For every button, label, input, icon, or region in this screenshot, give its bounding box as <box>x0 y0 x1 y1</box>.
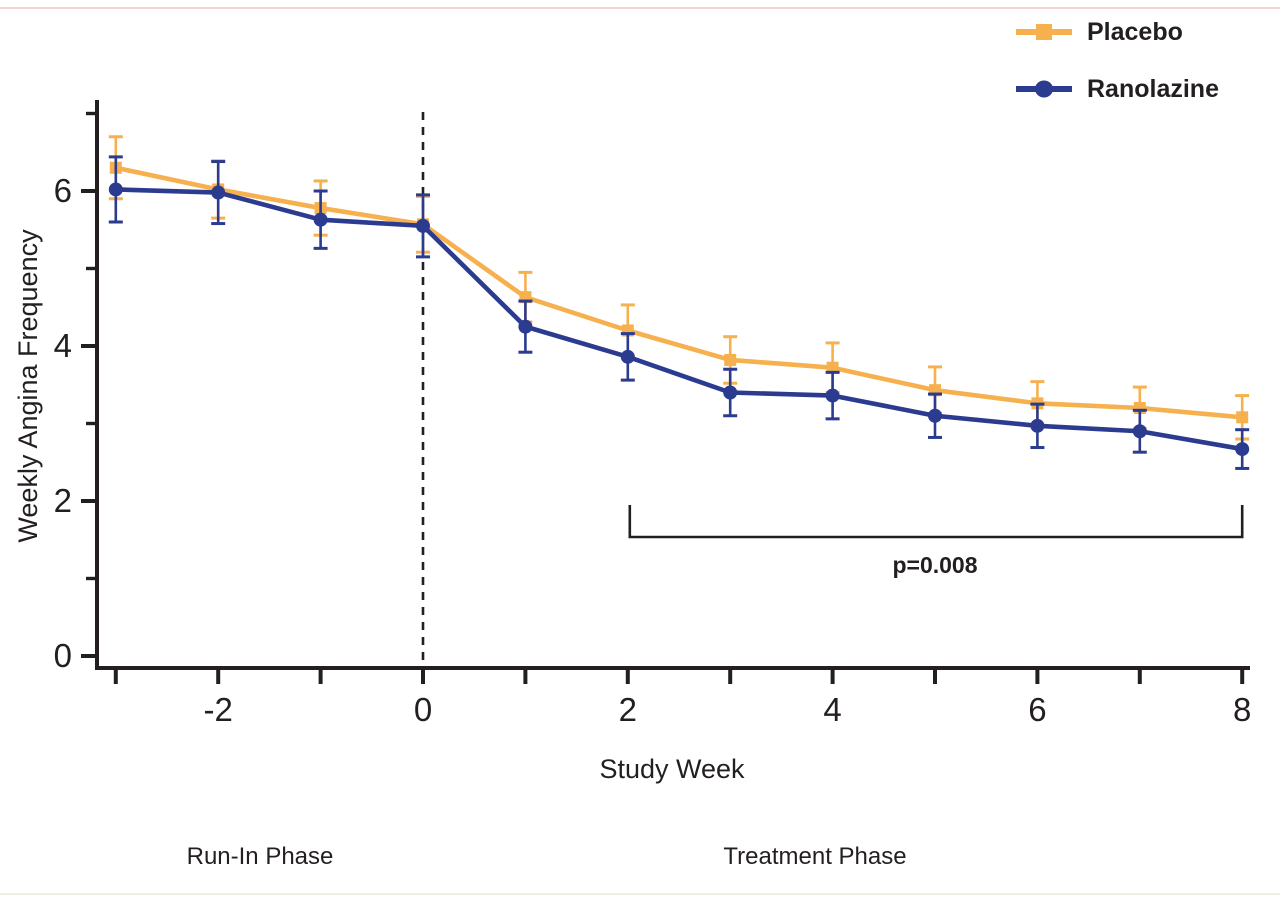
x-tick-label: 8 <box>1233 691 1251 728</box>
ranolazine-marker <box>825 388 840 403</box>
treatment-phase-label: Treatment Phase <box>723 843 907 870</box>
y-tick-label: 2 <box>54 482 72 519</box>
top-red-border <box>0 0 1280 9</box>
ranolazine-marker <box>313 212 328 227</box>
legend-item-placebo: Placebo <box>1014 10 1219 54</box>
ranolazine-marker <box>518 319 533 334</box>
y-tick-label: 0 <box>54 637 72 674</box>
ranolazine-marker <box>1132 424 1147 439</box>
ranolazine-marker <box>1030 418 1045 433</box>
ranolazine-marker <box>620 349 635 364</box>
ranolazine-marker <box>928 408 942 423</box>
y-tick-label: 4 <box>54 327 72 364</box>
x-tick-label: 4 <box>823 691 841 728</box>
y-tick-label: 6 <box>54 172 72 209</box>
ranolazine-series-line <box>113 187 1245 452</box>
x-tick-label: -2 <box>204 691 233 728</box>
placebo-series-line <box>113 165 1245 420</box>
x-tick-label: 0 <box>414 691 432 728</box>
y-axis-title: Weekly Angina Frequency <box>13 229 43 543</box>
p-value-label: p=0.008 <box>892 552 978 578</box>
placebo-marker <box>724 353 737 366</box>
x-tick-label: 6 <box>1028 691 1046 728</box>
placebo-legend-swatch-icon <box>1016 24 1072 40</box>
ranolazine-marker <box>108 182 123 197</box>
ranolazine-marker <box>723 385 738 400</box>
significance-bracket <box>628 505 1244 539</box>
ranolazine-legend-swatch-icon <box>1016 80 1072 98</box>
x-tick-label: 2 <box>619 691 637 728</box>
legend-label: Ranolazine <box>1087 74 1219 103</box>
ranolazine-marker <box>416 218 430 233</box>
legend-item-ranolazine: Ranolazine <box>1014 67 1219 111</box>
placebo-marker <box>1236 411 1249 424</box>
ranolazine-marker <box>211 185 226 200</box>
placebo-marker <box>826 361 839 374</box>
ranolazine-marker <box>1235 442 1250 457</box>
bottom-red-border <box>0 893 1280 902</box>
x-axis-title: Study Week <box>599 754 745 784</box>
run-in-phase-label: Run-In Phase <box>186 843 334 870</box>
chart-legend: Placebo Ranolazine <box>1014 10 1219 111</box>
legend-label: Placebo <box>1087 17 1183 46</box>
